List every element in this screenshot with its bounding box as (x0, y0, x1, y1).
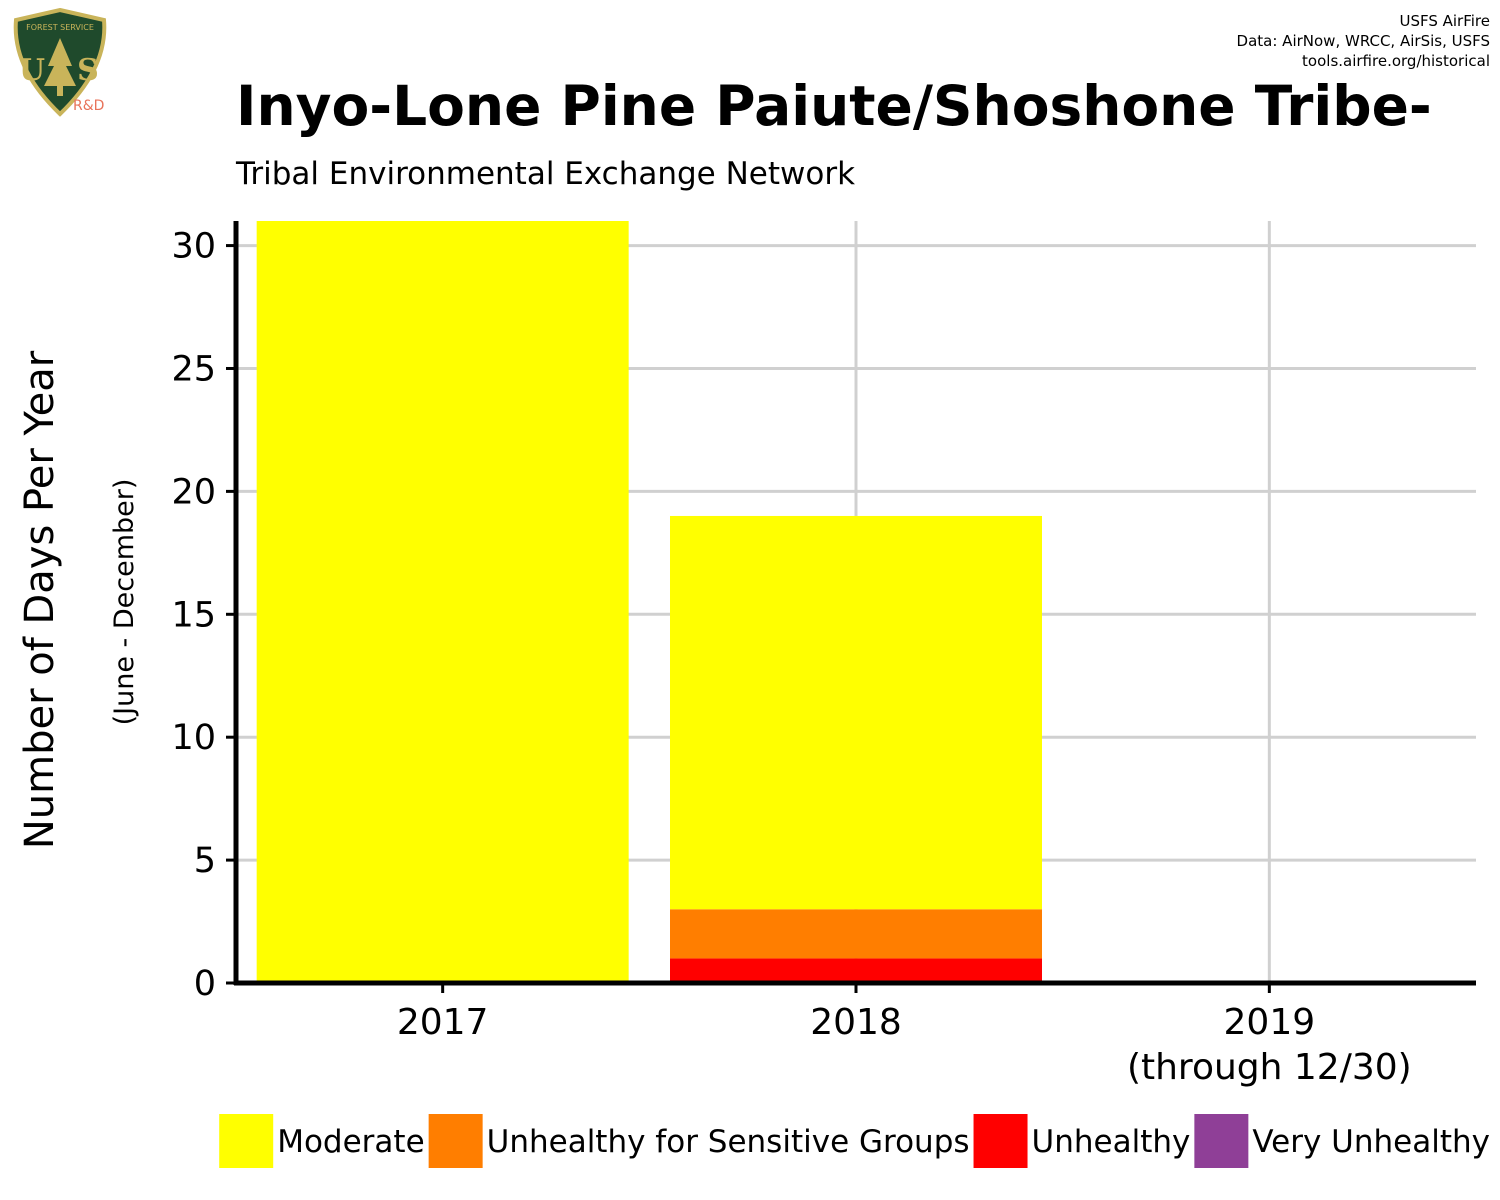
y-tick-label: 30 (171, 227, 216, 267)
legend-label-unhealthy: Unhealthy (1032, 1124, 1191, 1160)
credit-line-3: tools.airfire.org/historical (1302, 52, 1490, 70)
y-tick-label: 10 (171, 718, 216, 758)
legend-swatch-moderate (219, 1114, 274, 1168)
chart-subtitle: Tribal Environmental Exchange Network (236, 156, 856, 192)
y-axis-label: Number of Days Per Year (17, 350, 63, 849)
x-tick-label: 2018 (810, 1002, 902, 1043)
y-axis-sublabel: (June - December) (109, 479, 140, 726)
bar-2018-unhealthy-for-sensitive-groups (670, 909, 1042, 959)
legend-swatch-unhealthy (973, 1114, 1028, 1168)
y-tick-labels: 0 5 10 15 20 25 30 (171, 227, 216, 1004)
y-tick-label: 5 (194, 841, 216, 881)
x-tick-label: 2019 (1224, 1002, 1316, 1043)
legend-swatch-unhealthy-for-sensitive-groups (428, 1114, 483, 1168)
y-tick-label: 20 (171, 472, 216, 512)
legend-label-very-unhealthy: Very Unhealthy (1252, 1124, 1490, 1160)
credit-line-2: Data: AirNow, WRCC, AirSis, USFS (1236, 32, 1490, 50)
bar-2017-moderate (256, 221, 629, 983)
x-tick-sublabel: (through 12/30) (1127, 1047, 1412, 1088)
svg-text:U: U (19, 53, 45, 88)
axes (226, 221, 1476, 993)
y-tick-label: 0 (194, 964, 216, 1004)
svg-text:S: S (77, 53, 99, 88)
bars (256, 221, 1042, 983)
y-tick-label: 15 (171, 595, 216, 635)
x-tick-label: 2017 (397, 1002, 489, 1043)
chart-title: Inyo-Lone Pine Paiute/Shoshone Tribe- (236, 74, 1432, 138)
y-tick-label: 25 (171, 349, 216, 389)
legend: Moderate Unhealthy for Sensitive Groups Un… (219, 1114, 1490, 1168)
legend-label-unhealthy-for-sensitive-groups: Unhealthy for Sensitive Groups (487, 1124, 970, 1160)
legend-label-moderate: Moderate (277, 1124, 424, 1160)
rd-label: R&D (73, 98, 105, 114)
x-tick-labels: 2017 2018 2019(through 12/30) (397, 1002, 1412, 1088)
legend-swatch-very-unhealthy (1194, 1114, 1249, 1168)
bar-2018-moderate (670, 515, 1042, 910)
svg-text:FOREST SERVICE: FOREST SERVICE (26, 23, 94, 32)
usfs-logo: U S FOREST SERVICE (8, 7, 112, 120)
credit-line-1: USFS AirFire (1399, 12, 1490, 30)
bar-2018-unhealthy (670, 958, 1042, 983)
